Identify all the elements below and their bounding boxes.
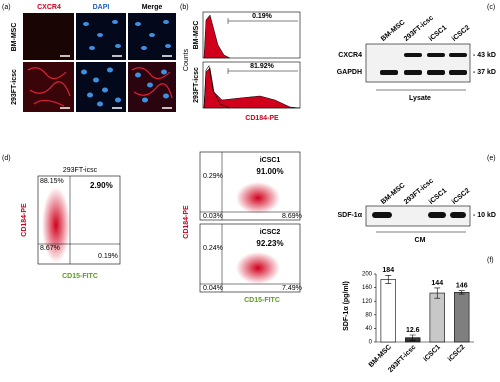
quadrant-value: 8.67% (40, 245, 60, 252)
plot-frame (199, 151, 301, 221)
panel-d: (d) 293FT-icsc 88.15% 2.90% 8.67% 0.19% … (2, 151, 302, 304)
footer: Lysate (409, 95, 431, 102)
histogram (203, 14, 231, 59)
plot-frame (199, 223, 301, 293)
panel-label: (a) (2, 4, 11, 11)
quadrant-value: 0.19% (98, 253, 118, 260)
row-label: 293FT-icsc (193, 67, 200, 103)
quadrant-value: 91.00% (256, 167, 283, 176)
size-label: - 43 kD (473, 52, 496, 59)
histogram (203, 67, 301, 109)
gate (227, 18, 298, 74)
error-bar (434, 287, 441, 299)
quadrant-value: 8.69% (282, 213, 302, 220)
bands (380, 53, 467, 75)
quadrant-value: 92.23% (256, 239, 283, 248)
membrane-stain (27, 67, 173, 107)
x-tick-label: BM-MSC (368, 344, 393, 369)
event-cloud (236, 252, 280, 284)
lane-label: iCSC1 (428, 187, 448, 206)
quadrant-value: 0.04% (203, 285, 223, 292)
error-bar (458, 290, 465, 295)
row-label: BM-MSC (193, 21, 200, 50)
bar (380, 279, 396, 343)
column-label: CXCR4 (37, 4, 61, 11)
plot-title: iCSC1 (260, 157, 281, 164)
column-label: DAPI (93, 4, 110, 11)
band-label: SDF-1α (337, 212, 362, 219)
quadrant-value: 0.29% (203, 173, 223, 180)
footer: CM (415, 237, 426, 244)
quadrant-value: 0.24% (203, 245, 223, 252)
y-tick-label: 200 (362, 272, 373, 278)
row-label: 293FT-icsc (11, 69, 18, 105)
axis-label: CD184-PE (245, 115, 279, 122)
value-label: 144 (431, 280, 443, 287)
band-label: GAPDH (337, 69, 362, 76)
bands (372, 212, 466, 218)
y-tick-label: 0 (369, 340, 373, 346)
lane-label: iCSC1 (428, 24, 448, 43)
panel-f: (f) SDF-1α (pg/ml) 0 40 80 120 160 200 BM-MSC 1… (343, 257, 494, 374)
axis-label: CD15-FITC (62, 273, 98, 280)
quadrant-value: 7.49% (282, 285, 302, 292)
value-label: 184 (382, 267, 394, 274)
nuclei (81, 20, 171, 107)
panel-e: (e) BM-MSC 293FT-icsc iCSC1 iCSC2 SDF-1α… (337, 155, 496, 244)
micrograph (23, 13, 74, 60)
lane-label: iCSC2 (451, 24, 471, 43)
plot-title: iCSC2 (260, 229, 281, 236)
plot-frame (202, 11, 301, 59)
quadrant-lines (200, 152, 300, 292)
lane-label: iCSC2 (451, 187, 471, 206)
column-label: Merge (142, 4, 163, 11)
axis-label: CD184-PE (183, 205, 190, 239)
panel-label: (c) (487, 4, 495, 11)
panel-a: (a) CXCR4 DAPI Merge BM-MSC 293FT-icsc (2, 4, 176, 112)
x-tick-label: iCSC1 (422, 344, 442, 364)
scale-bar (60, 55, 172, 109)
blot (365, 43, 471, 83)
panel-b: (b) Counts BM-MSC 293FT-icsc 0.19% 81.92… (180, 4, 301, 122)
error-bar (385, 275, 392, 284)
value-label: 146 (456, 283, 468, 290)
axis-label: Counts (183, 48, 190, 71)
axis-label: SDF-1α (pg/ml) (343, 281, 350, 331)
y-tick-label: 120 (362, 299, 373, 305)
size-label: - 10 kD (473, 212, 496, 219)
lane-label: BM-MSC (380, 19, 407, 43)
percentage: 81.92% (250, 63, 275, 70)
band-label: CXCR4 (338, 52, 362, 59)
axis-label: CD15-FITC (244, 297, 280, 304)
panel-label: (b) (180, 4, 189, 11)
bar (429, 292, 445, 343)
micrograph (128, 62, 176, 112)
panel-label: (e) (487, 155, 496, 162)
x-tick-label: iCSC2 (447, 344, 467, 364)
blot (365, 205, 471, 227)
panel-label: (d) (2, 155, 11, 162)
quadrant-value: 88.15% (40, 178, 64, 185)
plot-frame (37, 175, 121, 265)
y-tick-label: 40 (365, 326, 372, 332)
error-bar (409, 334, 416, 341)
bar (454, 292, 470, 343)
quadrant-value: 0.03% (203, 213, 223, 220)
axis-label: CD184-PE (21, 203, 28, 237)
lane-label: BM-MSC (380, 182, 407, 206)
quadrant-lines (38, 176, 120, 264)
panel-c: (c) BM-MSC 293FT-icsc iCSC1 iCSC2 CXCR4 … (337, 4, 496, 102)
y-tick-label: 80 (365, 312, 372, 318)
size-label: - 37 kD (473, 69, 496, 76)
value-label: 12.6 (406, 327, 420, 334)
row-label: BM-MSC (11, 23, 18, 52)
percentage: 0.19% (252, 13, 273, 20)
y-tick-label: 160 (362, 285, 373, 291)
event-cloud (236, 182, 280, 214)
panel-label: (f) (487, 257, 494, 264)
quadrant-value: 2.90% (90, 181, 113, 190)
plot-title: 293FT-icsc (63, 167, 98, 174)
histogram-control (203, 65, 231, 109)
